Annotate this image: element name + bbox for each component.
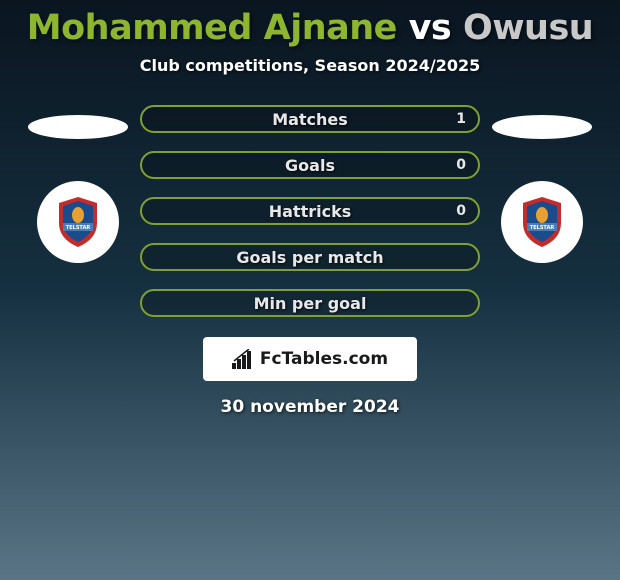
date-text: 30 november 2024 — [221, 397, 400, 417]
stat-bar-min-per-goal: Min per goal — [140, 289, 480, 317]
stat-bar-matches: Matches 1 — [140, 105, 480, 133]
stat-value-right: 0 — [456, 157, 466, 173]
svg-text:TELSTAR: TELSTAR — [66, 225, 91, 231]
svg-text:TELSTAR: TELSTAR — [530, 225, 555, 231]
chart-icon — [232, 349, 254, 369]
telstar-shield-icon: TELSTAR — [519, 195, 565, 249]
player1-club-badge: TELSTAR — [37, 181, 119, 263]
left-column: TELSTAR — [28, 105, 128, 263]
player1-name: Mohammed Ajnane — [27, 8, 397, 48]
comparison-widget: Mohammed Ajnane vs Owusu Club competitio… — [0, 0, 620, 417]
stat-value-right: 0 — [456, 203, 466, 219]
player2-name: Owusu — [463, 8, 593, 48]
stat-bar-hattricks: Hattricks 0 — [140, 197, 480, 225]
stat-label: Matches — [272, 110, 348, 129]
content-row: TELSTAR Matches 1 Goals 0 Hattricks 0 Go… — [0, 105, 620, 317]
page-title: Mohammed Ajnane vs Owusu — [27, 8, 593, 48]
telstar-shield-icon: TELSTAR — [55, 195, 101, 249]
stat-bar-goals-per-match: Goals per match — [140, 243, 480, 271]
player1-avatar-placeholder — [28, 115, 128, 139]
player2-club-badge: TELSTAR — [501, 181, 583, 263]
stat-value-right: 1 — [456, 111, 466, 127]
right-column: TELSTAR — [492, 105, 592, 263]
brand-attribution[interactable]: FcTables.com — [203, 337, 417, 381]
brand-text: FcTables.com — [260, 349, 388, 369]
stat-bar-goals: Goals 0 — [140, 151, 480, 179]
stat-label: Hattricks — [269, 202, 352, 221]
stat-label: Goals — [285, 156, 335, 175]
stat-label: Goals per match — [236, 248, 383, 267]
stat-bars: Matches 1 Goals 0 Hattricks 0 Goals per … — [140, 105, 480, 317]
subtitle: Club competitions, Season 2024/2025 — [140, 56, 480, 75]
player2-avatar-placeholder — [492, 115, 592, 139]
vs-text: vs — [397, 8, 463, 48]
stat-label: Min per goal — [254, 294, 367, 313]
